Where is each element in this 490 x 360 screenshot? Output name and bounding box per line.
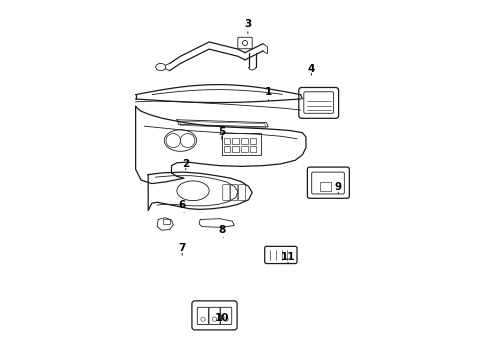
Text: 10: 10 [215,313,229,323]
Bar [250,138,256,144]
Text: 8: 8 [218,225,225,235]
Text: 7: 7 [178,243,186,253]
Text: 11: 11 [281,252,295,262]
Text: 3: 3 [244,19,251,29]
Text: 1: 1 [265,87,272,97]
Bar [250,146,256,152]
Bar [163,220,170,224]
Text: 9: 9 [335,182,342,192]
Text: 6: 6 [179,200,186,210]
Bar [224,146,230,152]
Text: 4: 4 [308,64,315,74]
Bar [232,146,239,152]
Text: 5: 5 [218,127,225,136]
Bar [221,134,261,155]
Text: 2: 2 [182,159,190,169]
Bar [241,146,247,152]
Bar [224,138,230,144]
Bar [241,138,247,144]
Bar [232,138,239,144]
Bar [320,182,331,191]
